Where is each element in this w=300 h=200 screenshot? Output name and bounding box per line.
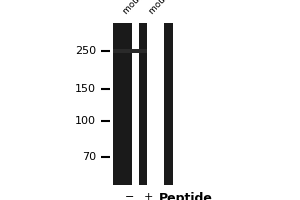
Text: mouse spleen: mouse spleen [147,0,197,16]
Text: Peptide: Peptide [159,192,213,200]
Text: −: − [125,192,134,200]
Text: 150: 150 [75,84,96,94]
Text: 100: 100 [75,116,96,126]
Bar [112,49,147,53]
Text: 250: 250 [75,46,96,56]
Bar [164,23,173,185]
Bar [112,23,132,185]
Text: 70: 70 [82,152,96,162]
Text: mouse spleen: mouse spleen [121,0,171,16]
Bar [139,23,147,185]
Text: +: + [144,192,153,200]
